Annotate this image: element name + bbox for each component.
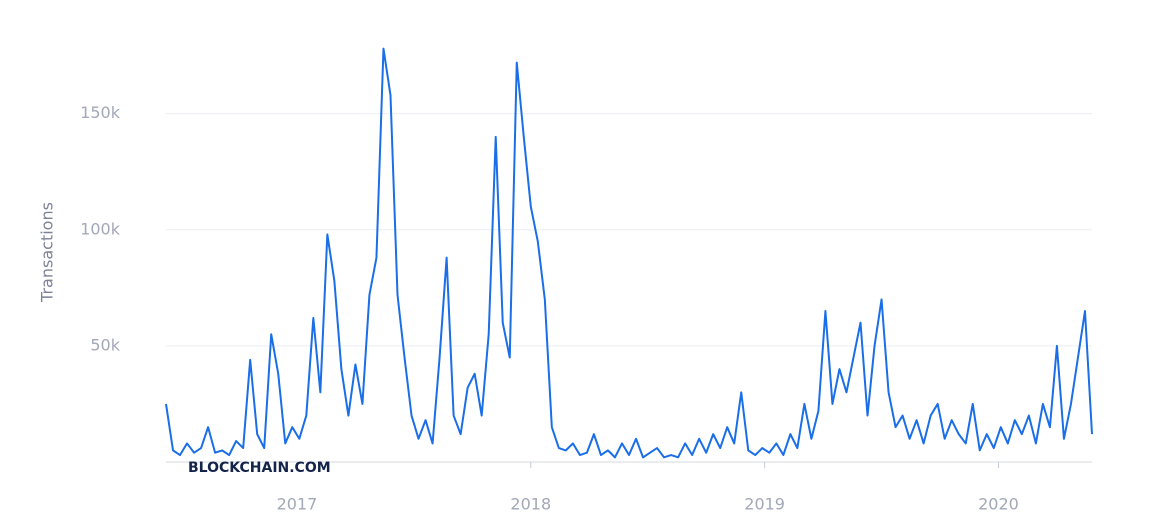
data-line	[165, 47, 1093, 459]
x-tick-label: 2018	[510, 495, 551, 514]
y-axis-label: Transactions	[38, 202, 57, 303]
x-tick-label: 2019	[744, 495, 785, 514]
y-tick-label: 100k	[80, 219, 121, 238]
x-tick-label: 2020	[978, 495, 1019, 514]
y-tick-label: 50k	[90, 335, 120, 354]
grid	[166, 113, 1092, 468]
watermark: BLOCKCHAIN.COM	[188, 460, 331, 476]
y-tick-label: 150k	[80, 103, 121, 122]
x-tick-label: 2017	[277, 495, 318, 514]
plot	[165, 47, 1093, 459]
